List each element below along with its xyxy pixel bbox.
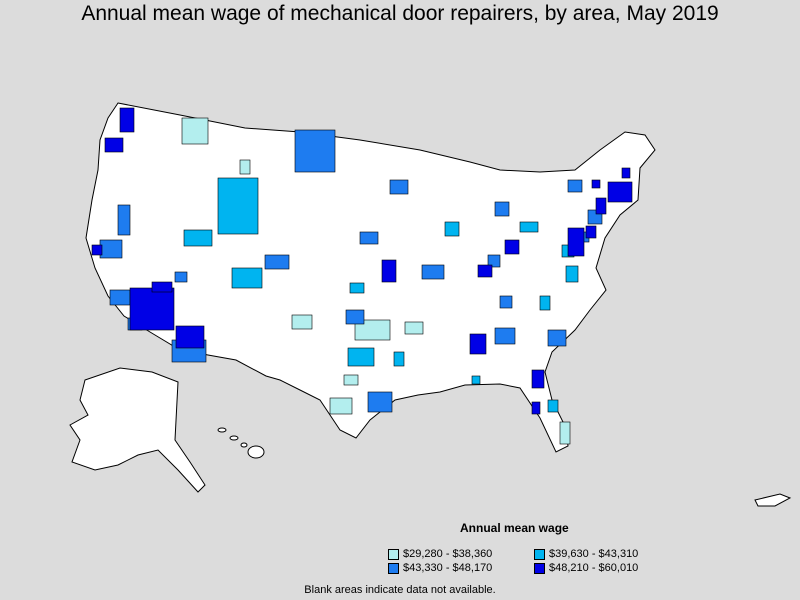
hawaii-shape	[217, 427, 265, 459]
legend-item-4: $48,210 - $60,010	[534, 562, 638, 574]
map-title: Annual mean wage of mechanical door repa…	[81, 2, 719, 25]
legend-swatch-2	[534, 548, 545, 560]
footnote: Blank areas indicate data not available.	[304, 584, 496, 596]
legend-item-2: $39,630 - $43,310	[534, 548, 638, 560]
legend-swatch-3	[388, 562, 399, 574]
legend-label-3: $43,330 - $48,170	[403, 562, 493, 574]
alaska-shape	[69, 367, 206, 493]
legend-item-3: $43,330 - $48,170	[388, 562, 492, 574]
legend-swatch-4	[534, 562, 545, 574]
tier4-areas	[91, 107, 633, 415]
legend-label-1: $29,280 - $38,360	[403, 548, 493, 560]
legend-label-4: $48,210 - $60,010	[549, 562, 639, 574]
legend-title: Annual mean wage	[460, 521, 569, 535]
legend-swatch-1	[388, 548, 399, 560]
legend-label-2: $39,630 - $43,310	[549, 548, 639, 560]
puerto-rico-shape	[754, 493, 792, 507]
legend-item-1: $29,280 - $38,360	[388, 548, 492, 560]
tier2-areas	[183, 177, 579, 413]
tier1-areas	[181, 117, 571, 445]
